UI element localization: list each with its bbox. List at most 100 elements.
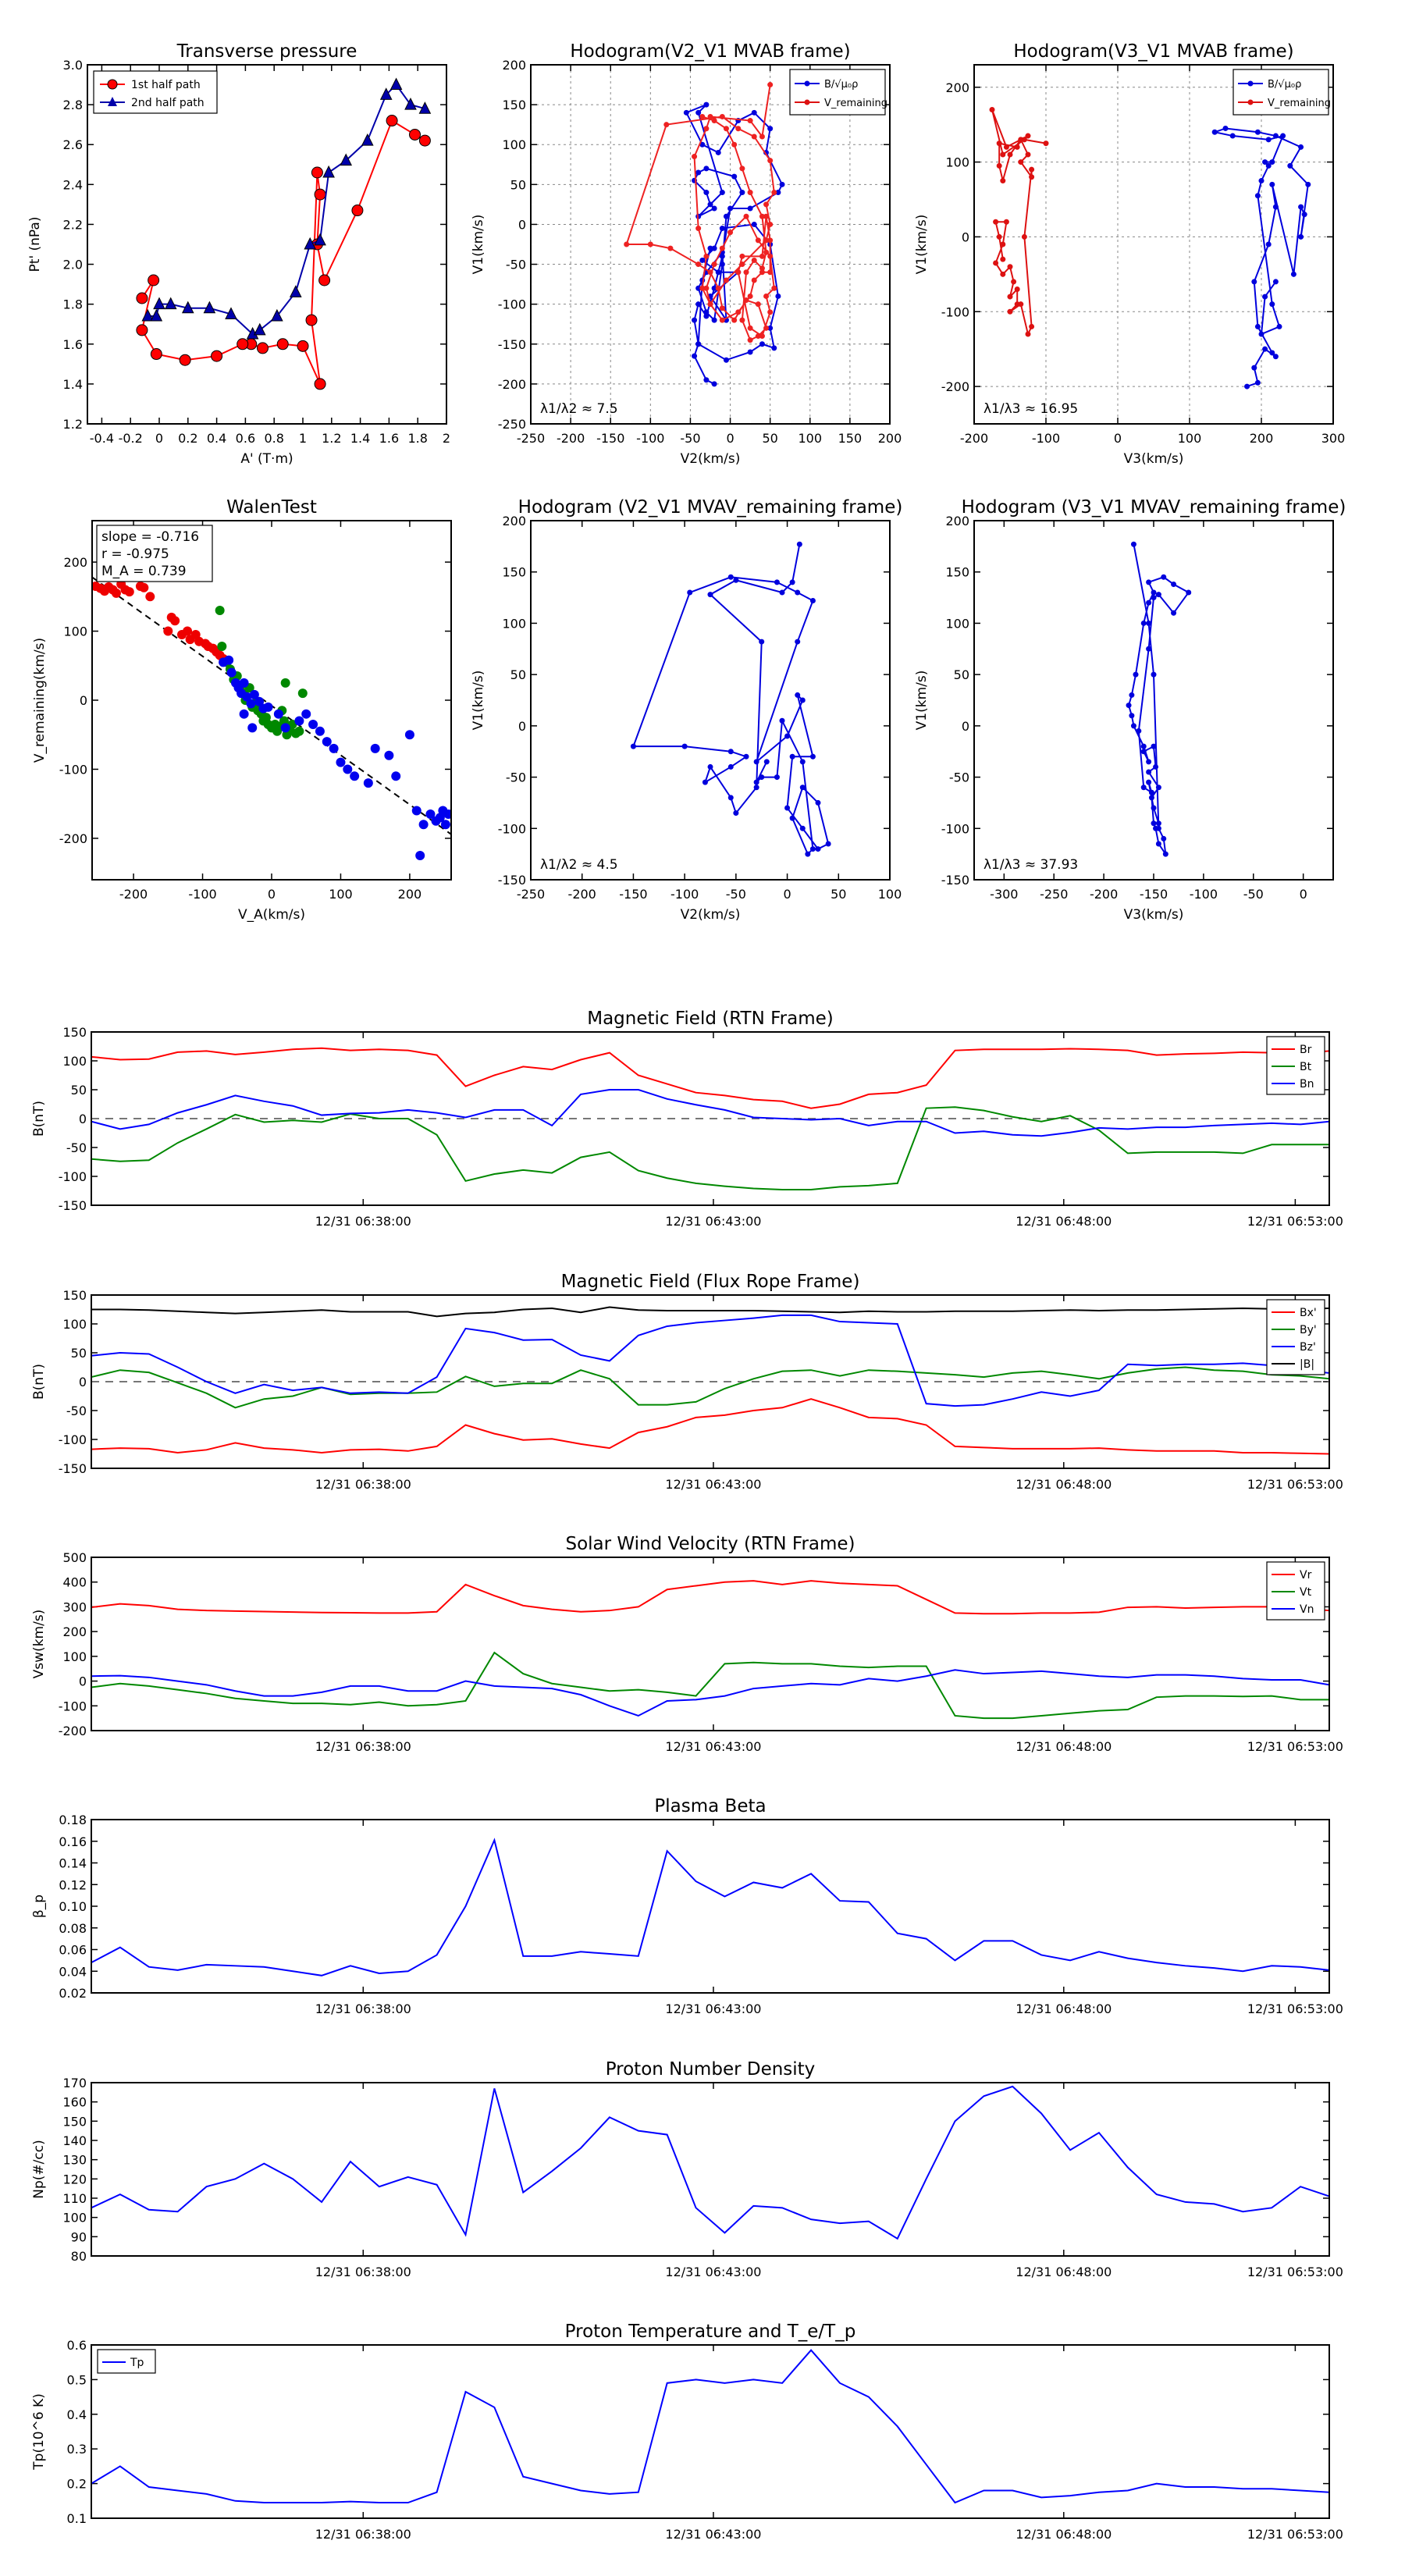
stats-text: slope = -0.716 — [101, 529, 199, 545]
legend-label: Vn — [1300, 1603, 1314, 1616]
y-tick-label: -150 — [498, 873, 526, 888]
x-tick-label: 150 — [838, 431, 863, 446]
series-line-V — [1128, 544, 1190, 855]
data-point — [727, 795, 734, 801]
x-tick-label: 100 — [329, 887, 353, 902]
data-point — [1014, 144, 1020, 150]
y-axis-label: Np(#/cc) — [31, 2140, 47, 2198]
y-axis-label: V1(km/s) — [471, 215, 486, 275]
legend-marker — [804, 80, 810, 87]
data-point — [1254, 323, 1261, 329]
data-point — [294, 726, 304, 736]
data-point — [1171, 610, 1177, 616]
series-line-Bz' — [91, 1314, 1330, 1407]
y-tick-label: 100 — [63, 624, 87, 639]
data-point — [297, 340, 309, 352]
y-tick-label: 0 — [962, 719, 969, 734]
legend-label: 2nd half path — [131, 97, 205, 109]
hodogram-v2v1-mvab-chart: Hodogram(V2_V1 MVAB frame) -250 -200 -150 -1… — [471, 41, 902, 467]
time-tick-label: 12/31 06:48:00 — [1016, 1477, 1112, 1492]
data-point — [1025, 331, 1031, 337]
time-tick-label: 12/31 06:53:00 — [1247, 2265, 1343, 2279]
x-tick-label: -250 — [1040, 887, 1068, 902]
plasma-beta-frame — [91, 1819, 1330, 1994]
data-point — [727, 763, 734, 770]
data-point — [747, 325, 753, 331]
series-line-|B| — [91, 1306, 1330, 1318]
data-point — [1262, 346, 1268, 352]
data-point — [763, 201, 770, 208]
hodogram-v2v1-mvav-chart: Hodogram (V2_V1 MVAV_remaining frame) -25… — [471, 497, 902, 923]
y-tick-label: 200 — [945, 514, 969, 528]
y-tick-label: 0.3 — [67, 2442, 87, 2457]
data-point — [336, 757, 346, 767]
data-point — [809, 598, 816, 604]
data-point — [1000, 241, 1006, 247]
y-tick-label: 160 — [62, 2095, 87, 2110]
legend-label: V_remaining — [824, 98, 887, 109]
y-tick-label: 150 — [945, 565, 969, 580]
x-tick-label: 0 — [1114, 431, 1122, 446]
data-point — [711, 205, 717, 212]
data-point — [1155, 841, 1161, 847]
data-point — [759, 333, 765, 340]
y-tick-label: 0.2 — [67, 2477, 87, 2492]
data-point — [747, 190, 753, 196]
data-point — [695, 341, 702, 347]
data-point — [747, 205, 753, 212]
y-tick-label: 2.6 — [63, 137, 83, 152]
data-point — [784, 733, 791, 739]
data-point — [731, 141, 738, 148]
data-point — [391, 771, 401, 781]
plot-area — [630, 541, 831, 857]
data-point — [996, 162, 1002, 169]
y-tick-label: 100 — [62, 1054, 87, 1069]
data-point — [767, 309, 774, 315]
y-tick-label: 200 — [502, 58, 526, 73]
legend-label: By' — [1300, 1324, 1317, 1336]
y-tick-label: 150 — [62, 1288, 87, 1303]
data-point — [775, 190, 781, 196]
y-tick-label: 200 — [63, 555, 87, 570]
x-tick-label: -100 — [670, 887, 699, 902]
data-point — [389, 77, 403, 91]
data-point — [1003, 144, 1009, 150]
data-point — [695, 169, 702, 176]
time-tick-label: 12/31 06:38:00 — [315, 1477, 411, 1492]
data-point — [735, 309, 742, 315]
x-tick-label: -100 — [1032, 431, 1060, 446]
data-point — [1262, 159, 1268, 165]
data-point — [767, 237, 774, 244]
time-tick-label: 12/31 06:48:00 — [1016, 1739, 1112, 1754]
data-point — [743, 269, 749, 276]
data-point — [993, 260, 999, 266]
walen-test-chart: WalenTest -200 -100 0 100 200 -200 -100 0 100 200 V… — [32, 497, 452, 923]
data-point — [1140, 620, 1147, 626]
data-point — [136, 292, 148, 304]
x-tick-label: -50 — [1243, 887, 1264, 902]
y-tick-label: 200 — [62, 1624, 87, 1639]
data-point — [1276, 323, 1282, 329]
data-point — [148, 274, 160, 286]
data-point — [1148, 789, 1154, 795]
y-tick-label: 200 — [945, 80, 969, 95]
data-point — [763, 237, 770, 244]
data-point — [1007, 264, 1013, 270]
data-point — [695, 109, 702, 116]
data-point — [699, 141, 706, 148]
data-point — [733, 810, 739, 817]
series-line-Vn — [91, 1669, 1330, 1717]
plot-area — [136, 77, 432, 390]
data-point — [242, 692, 252, 702]
data-point — [727, 749, 734, 755]
data-point — [1146, 600, 1152, 606]
y-axis-label: Pt' (nPa) — [27, 217, 43, 272]
x-tick-label: 50 — [762, 431, 777, 446]
data-point — [996, 141, 1002, 147]
data-point — [304, 237, 317, 250]
y-axis-label: Tp(10^6 K) — [31, 2393, 47, 2471]
y-tick-label: 0.16 — [59, 1834, 87, 1849]
x-tick-label: 1.8 — [407, 431, 427, 446]
transverse-pressure-chart: Transverse pressure -0.4 -0.2 0 0.2 0.4 0.6 0.8… — [27, 41, 450, 467]
